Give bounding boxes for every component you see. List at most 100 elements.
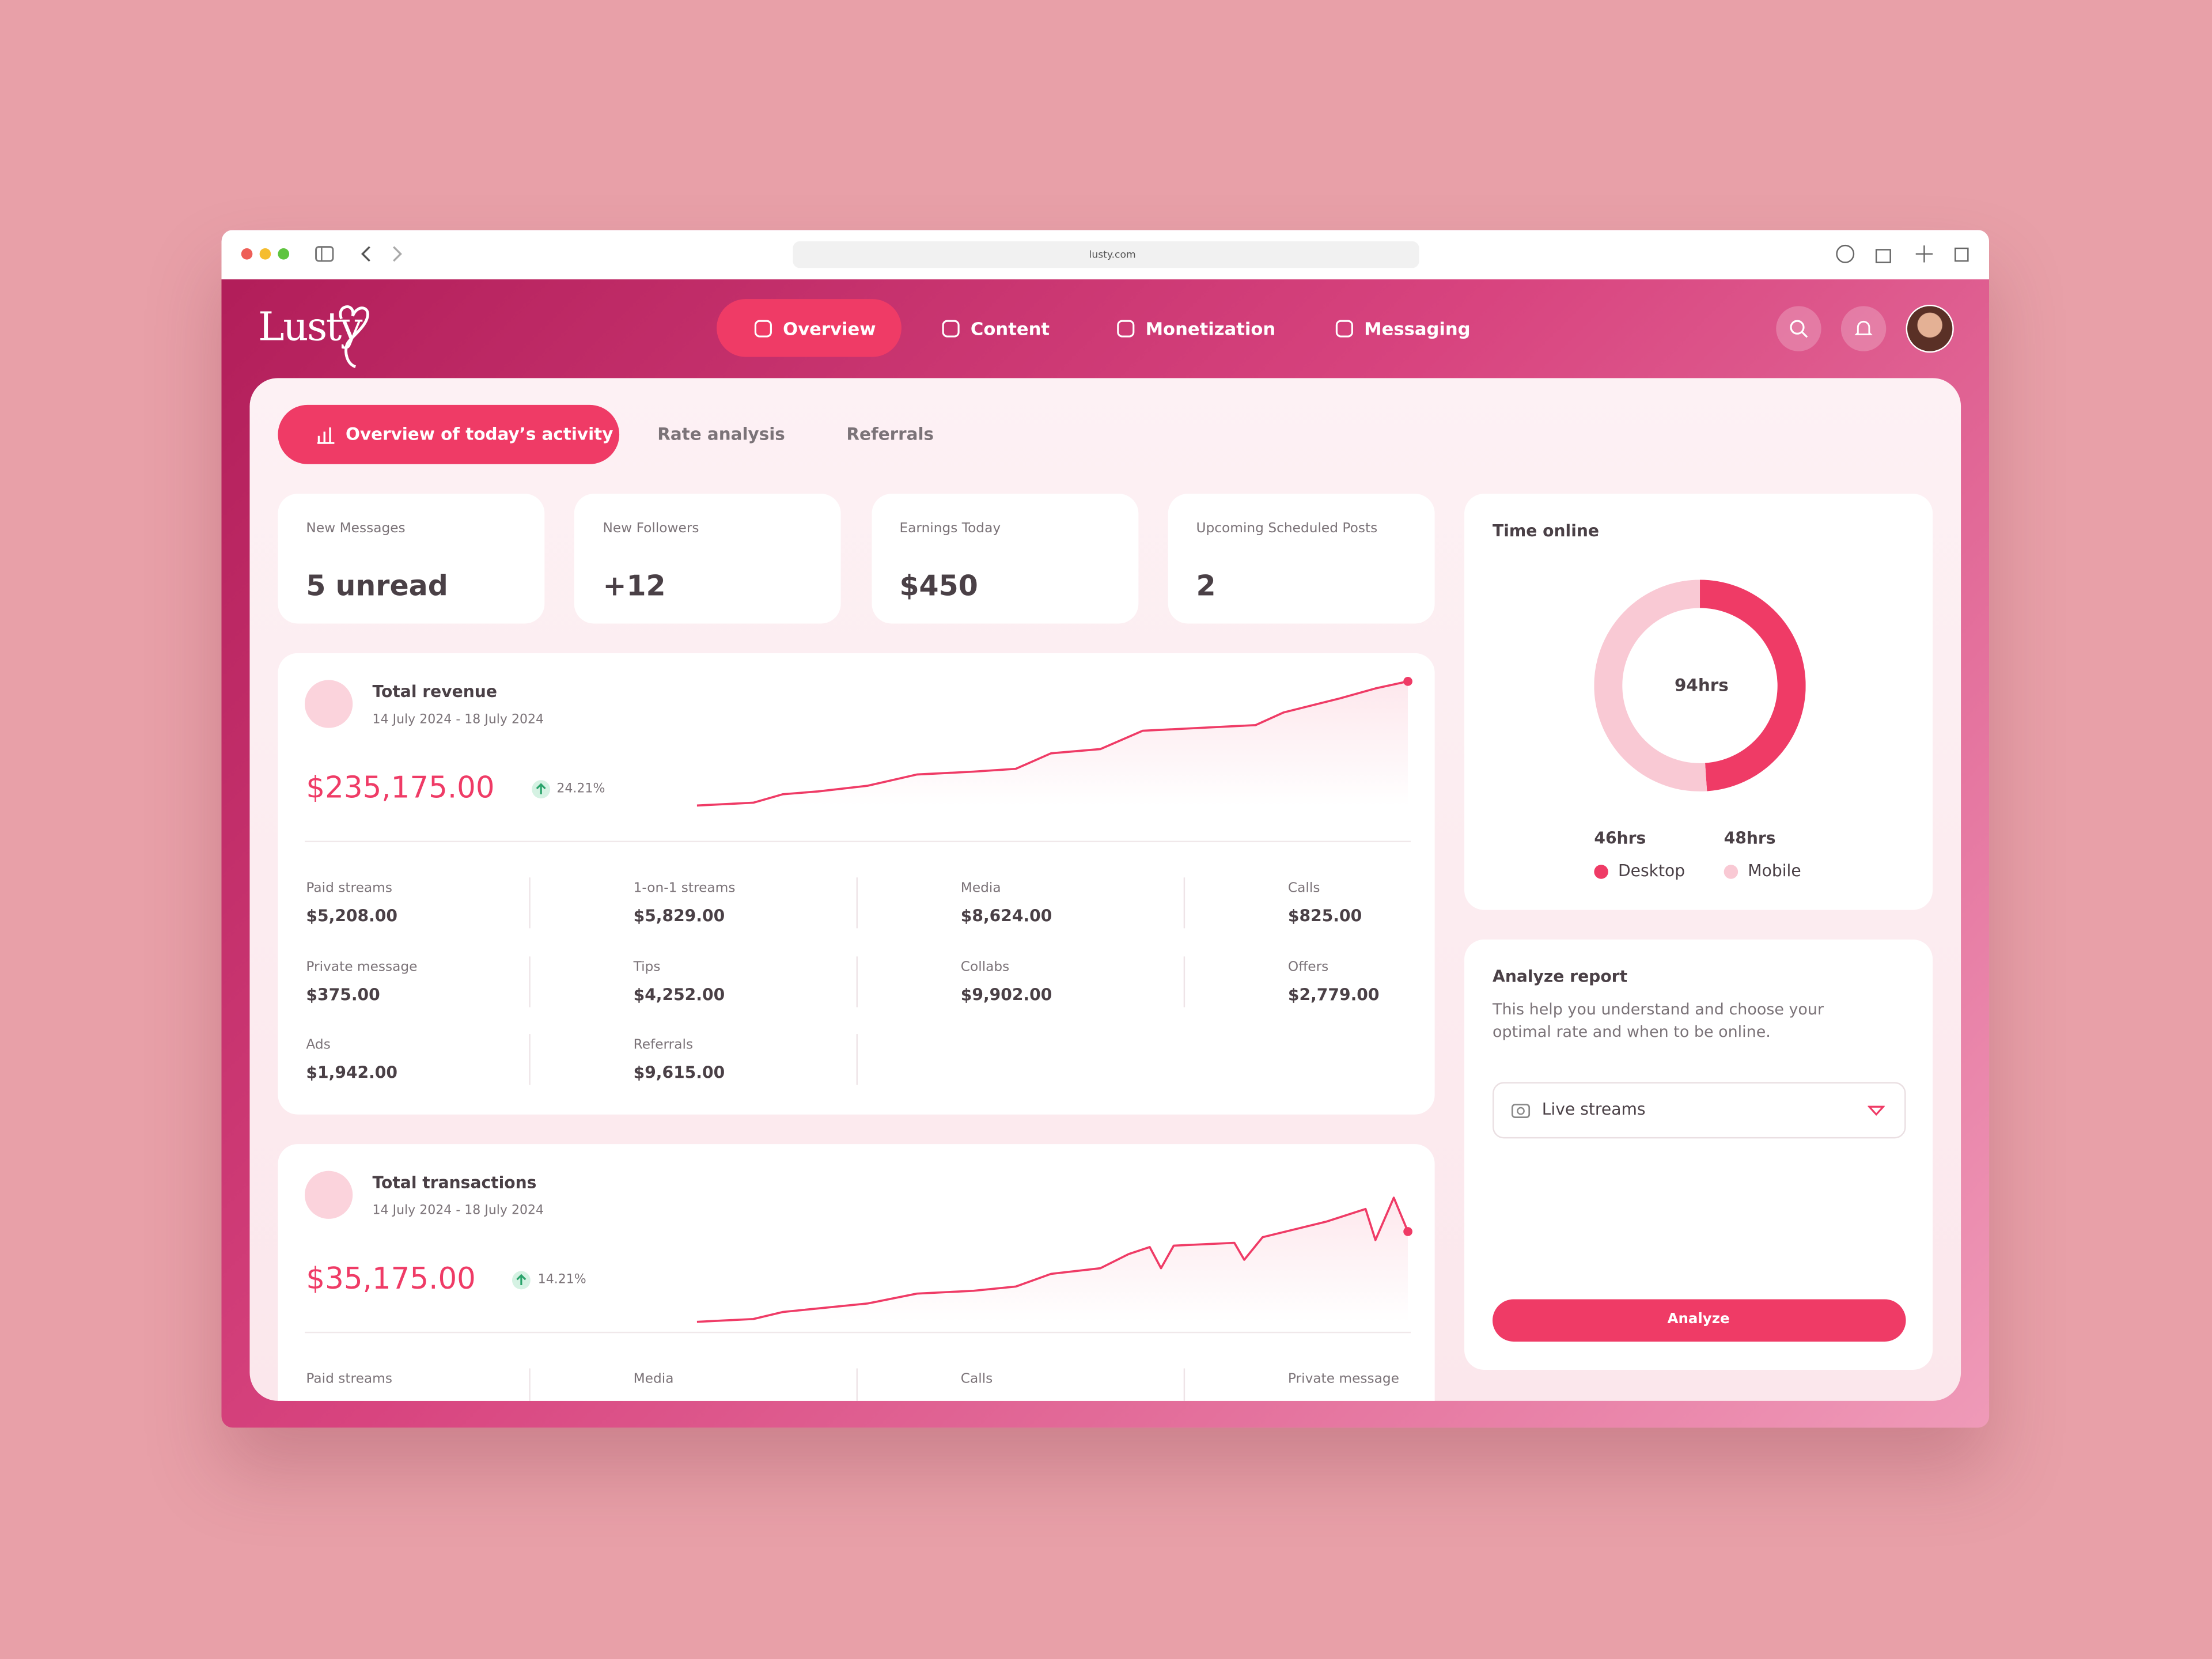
item-value: $375.00 xyxy=(306,984,380,1004)
legend-dot xyxy=(1724,865,1738,879)
avatar[interactable] xyxy=(1906,304,1954,353)
tab[interactable]: Referrals xyxy=(846,424,934,444)
dropdown-caret xyxy=(1868,1105,1885,1116)
item-label: Paid streams xyxy=(306,1372,392,1388)
icon-button[interactable] xyxy=(1840,306,1887,351)
item-value: $5,829.00 xyxy=(633,906,725,926)
card-icon xyxy=(304,680,353,728)
item-label: Paid streams xyxy=(306,880,392,896)
stat-value: $450 xyxy=(899,568,978,603)
item-label: 1-on-1 streams xyxy=(633,880,736,896)
logo: Lusty xyxy=(258,304,362,350)
nav-item[interactable]: Monetization xyxy=(1145,318,1276,339)
nav-icon xyxy=(1335,320,1353,338)
card-amount: $35,175.00 xyxy=(306,1262,476,1296)
stat-value: +12 xyxy=(603,568,666,603)
donut-segment xyxy=(1594,579,1707,791)
column-divider xyxy=(1183,877,1185,929)
column-divider xyxy=(529,956,531,1007)
column-divider xyxy=(529,1034,531,1085)
camera-icon xyxy=(1511,1104,1531,1118)
dropdown-value[interactable]: Live streams xyxy=(1541,1099,1646,1119)
minimize-button[interactable] xyxy=(259,248,271,260)
card-title: Time online xyxy=(1493,520,1599,541)
nav-item[interactable]: Content xyxy=(970,318,1050,339)
tab[interactable]: Overview of today’s activity xyxy=(346,424,613,444)
item-label: Private message xyxy=(306,959,418,975)
stat-card xyxy=(574,494,842,624)
item-label: Calls xyxy=(1287,880,1320,896)
icon-button[interactable] xyxy=(1776,306,1821,351)
item-value: $9,902.00 xyxy=(960,984,1052,1004)
nav-item[interactable]: Messaging xyxy=(1364,318,1471,339)
item-label: Referrals xyxy=(633,1037,694,1053)
address-bar[interactable] xyxy=(793,241,1419,268)
divider xyxy=(304,840,1411,843)
stat-label: New Followers xyxy=(603,521,699,537)
stat-card xyxy=(278,494,545,624)
item-value: $8,624.00 xyxy=(960,906,1052,926)
item-value: $825.00 xyxy=(1287,906,1362,926)
legend-label: Mobile xyxy=(1748,861,1801,881)
sparkline xyxy=(696,677,1412,807)
item-label: Ads xyxy=(306,1037,331,1053)
search-icon xyxy=(1790,320,1808,338)
column-divider xyxy=(856,877,858,929)
card-title: Total transactions xyxy=(372,1172,537,1192)
donut xyxy=(1594,579,1806,791)
stat-label: Upcoming Scheduled Posts xyxy=(1196,521,1378,537)
browser-actions[interactable] xyxy=(1831,241,1972,267)
divider xyxy=(304,1331,1411,1334)
change-arrow xyxy=(517,1274,527,1286)
stat-value: 2 xyxy=(1196,568,1216,603)
card-amount: $235,175.00 xyxy=(306,771,495,805)
tab-active-pill[interactable] xyxy=(278,404,620,464)
tab[interactable]: Rate analysis xyxy=(657,424,785,444)
donut-segment xyxy=(1699,579,1806,791)
nav-active-pill[interactable] xyxy=(717,299,902,357)
stat-label: New Messages xyxy=(306,521,406,537)
stat-card xyxy=(871,494,1138,624)
logo-heart xyxy=(339,305,369,369)
analyze-card xyxy=(1464,940,1933,1370)
item-label: Calls xyxy=(960,1372,993,1388)
legend-dot xyxy=(1594,865,1608,879)
nav-icon xyxy=(754,320,772,338)
nav-item[interactable]: Overview xyxy=(783,318,876,339)
analyze-button[interactable] xyxy=(1493,1299,1906,1342)
card-dates: 14 July 2024 - 18 July 2024 xyxy=(372,1204,544,1218)
legend-label: Desktop xyxy=(1618,861,1685,881)
item-value: $5,208.00 xyxy=(306,906,397,926)
dropdown[interactable] xyxy=(1493,1082,1906,1139)
legend-value: 48hrs xyxy=(1724,828,1776,849)
column-divider xyxy=(529,1368,531,1401)
stat-label: Earnings Today xyxy=(899,521,1001,537)
card-title: Total revenue xyxy=(372,681,497,702)
item-value: $4,252.00 xyxy=(633,984,725,1004)
item-label: Private message xyxy=(1287,1372,1400,1388)
item-label: Collabs xyxy=(960,959,1010,975)
zoom-button[interactable] xyxy=(278,248,290,260)
stat-value: 5 unread xyxy=(306,568,448,603)
column-divider xyxy=(856,956,858,1007)
item-label: Media xyxy=(633,1372,674,1388)
browser-controls[interactable] xyxy=(310,240,423,268)
card-dates: 14 July 2024 - 18 July 2024 xyxy=(372,713,544,728)
card-change: 24.21% xyxy=(556,782,605,797)
url: lusty.com xyxy=(1089,249,1136,261)
item-value: $2,779.00 xyxy=(1287,984,1380,1004)
column-divider xyxy=(856,1368,858,1401)
card-icon xyxy=(304,1171,353,1219)
nav-icon xyxy=(942,320,960,338)
card-change: 14.21% xyxy=(537,1273,586,1287)
close-button[interactable] xyxy=(241,248,253,260)
donut-center: 94hrs xyxy=(1674,675,1729,695)
item-label: Tips xyxy=(633,959,661,975)
column-divider xyxy=(1183,1368,1185,1401)
column-divider xyxy=(529,877,531,929)
button-label[interactable]: Analyze xyxy=(1667,1312,1730,1328)
item-value: $9,615.00 xyxy=(633,1062,725,1082)
item-value: $1,942.00 xyxy=(306,1062,397,1082)
item-label: Offers xyxy=(1287,959,1329,975)
